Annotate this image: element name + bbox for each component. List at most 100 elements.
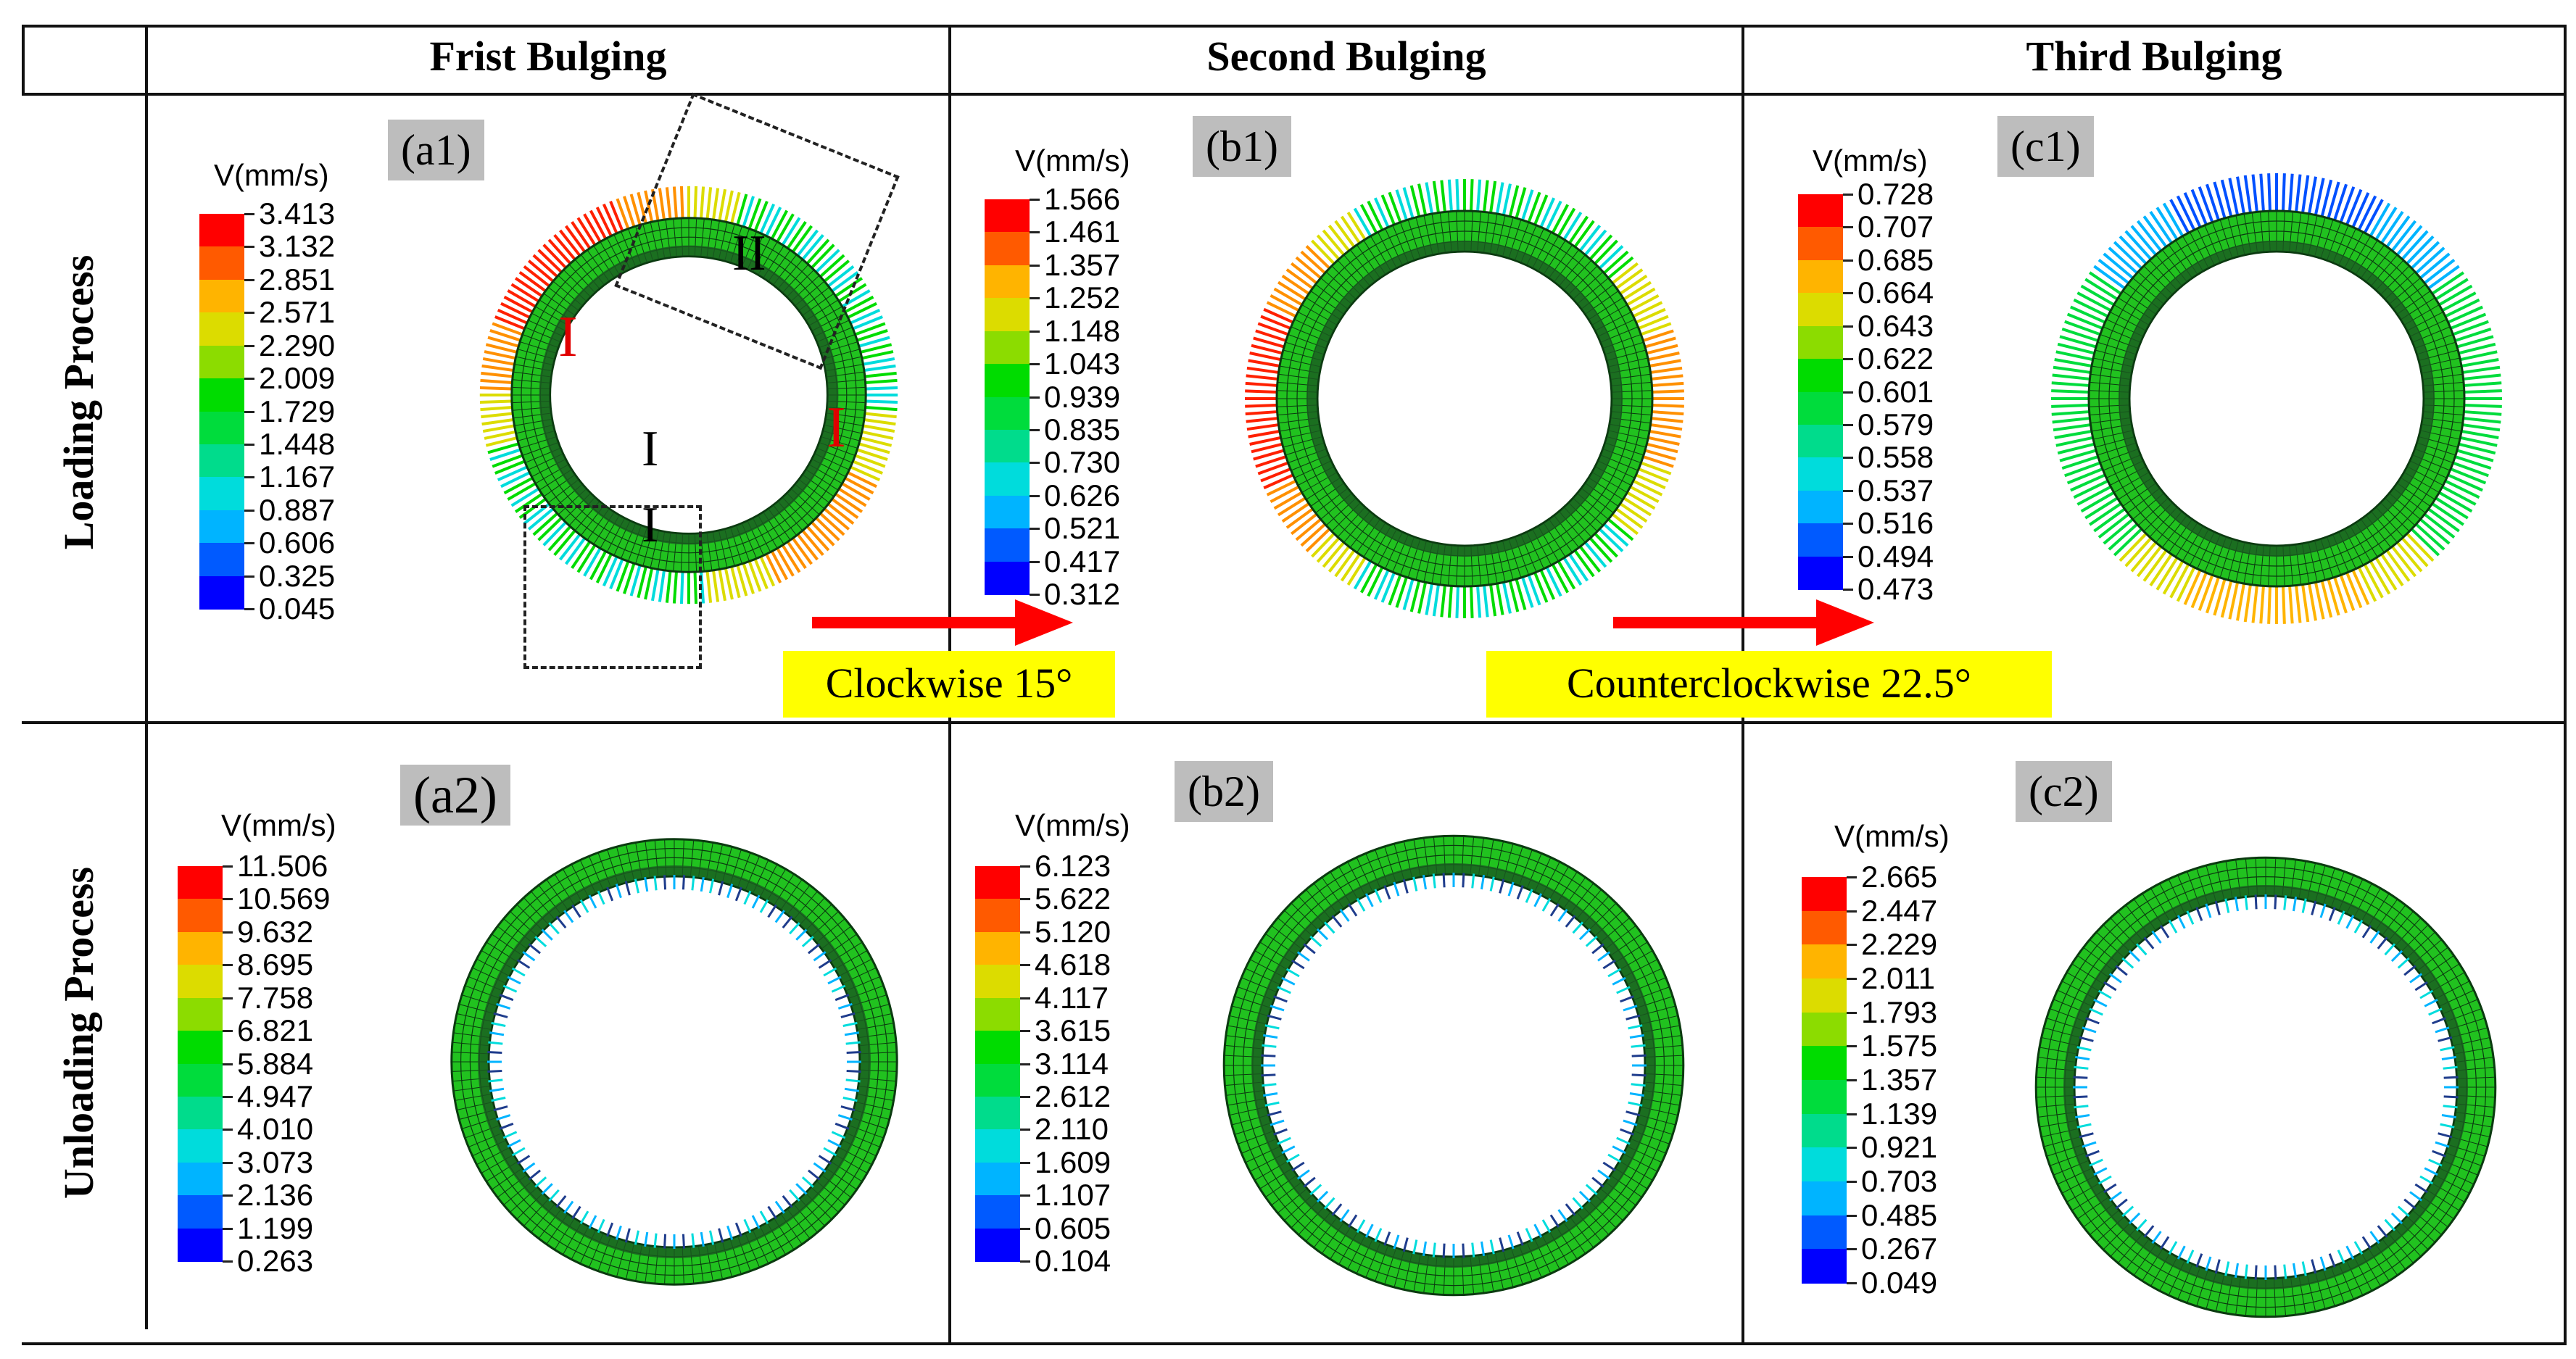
marker-I-center-top: I <box>642 421 659 477</box>
legend-tick-label: 0.521 <box>1044 511 1121 546</box>
arrow-right-2 <box>1613 599 1874 646</box>
column-header-second: Second Bulging <box>1206 33 1486 80</box>
legend-swatch <box>1798 523 1843 557</box>
legend-tick-label: 2.447 <box>1861 893 1938 928</box>
mesh-radials <box>1224 836 1683 1295</box>
legend-tick-label: 0.558 <box>1858 440 1934 475</box>
legend-tick-label: 1.167 <box>259 460 336 494</box>
legend-swatch <box>1798 325 1843 360</box>
legend-swatch <box>985 429 1030 464</box>
arrow-right-1 <box>812 599 1073 646</box>
legend-swatch <box>178 1228 223 1262</box>
panel-tag-b1: (b1) <box>1193 116 1291 177</box>
legend-tick-label: 6.821 <box>237 1013 314 1048</box>
ring-mesh-b2 <box>1222 834 1685 1297</box>
legend-swatch <box>178 1096 223 1131</box>
legend-swatch <box>1802 978 1847 1013</box>
legend-unit-a1: V(mm/s) <box>214 158 329 192</box>
legend-tick <box>1030 494 1040 497</box>
legend-tick-label: 0.887 <box>259 492 336 527</box>
legend-tick-label: 0.267 <box>1861 1231 1938 1266</box>
legend-swatch <box>985 331 1030 365</box>
legend-swatch <box>1798 194 1843 228</box>
velocity-arrows-inner <box>1261 873 1647 1258</box>
legend-swatch <box>1798 227 1843 261</box>
legend-tick <box>1020 997 1030 999</box>
legend-tick <box>1020 1030 1030 1033</box>
legend-tick-label: 0.707 <box>1858 209 1934 244</box>
legend-tick-label: 0.516 <box>1858 506 1934 541</box>
legend-tick <box>1843 523 1853 525</box>
legend-swatch <box>178 1195 223 1229</box>
ring-mesh-b1 <box>1245 179 1684 618</box>
legend-swatch <box>1798 556 1843 590</box>
legend-swatch <box>199 543 244 577</box>
legend-tick <box>223 865 233 868</box>
legend-swatch <box>985 265 1030 299</box>
panel-tag-b2: (b2) <box>1175 761 1273 822</box>
mesh-ring-line <box>2128 250 2425 547</box>
legend-tick <box>1847 1045 1857 1048</box>
legend-tick-label: 3.132 <box>259 229 336 264</box>
legend-tick-label: 10.569 <box>237 881 331 916</box>
row-header-divider <box>145 25 148 1329</box>
legend-tick <box>244 246 254 249</box>
legend-tick-label: 2.612 <box>1035 1079 1111 1113</box>
legend-swatch <box>985 528 1030 562</box>
legend-tick-label: 0.104 <box>1035 1244 1111 1278</box>
legend-swatch <box>1798 259 1843 294</box>
legend-tick-label: 2.290 <box>259 328 336 362</box>
legend-tick-label: 2.009 <box>259 361 336 396</box>
legend-tick-label: 1.139 <box>1861 1096 1938 1131</box>
legend-swatch <box>975 1063 1020 1097</box>
legend-unit-b2: V(mm/s) <box>1015 808 1130 842</box>
mesh-radials <box>2036 857 2496 1317</box>
legend-swatch <box>1798 424 1843 459</box>
legend-tick <box>1843 292 1853 295</box>
legend-tick-label: 0.835 <box>1044 412 1121 446</box>
legend-tick-label: 1.461 <box>1044 215 1121 249</box>
legend-swatch <box>975 899 1020 933</box>
rotation-note-counterclockwise: Counterclockwise 22.5° <box>1486 651 2052 718</box>
legend-swatch <box>199 214 244 248</box>
panel-tag-a2: (a2) <box>400 765 510 826</box>
table-bottom-border <box>22 1342 2567 1345</box>
legend-tick-label: 0.622 <box>1858 341 1934 376</box>
legend-swatch <box>975 1162 1020 1197</box>
mesh-radials <box>451 839 898 1285</box>
legend-tick-label: 8.695 <box>237 947 314 982</box>
legend-swatch <box>985 495 1030 530</box>
velocity-arrows-inner <box>487 875 861 1249</box>
legend-tick <box>1847 1113 1857 1115</box>
legend-tick <box>1030 363 1040 366</box>
legend-tick <box>223 1194 233 1197</box>
legend-tick-label: 0.325 <box>259 558 336 593</box>
marker-I-center-bottom: I <box>642 497 659 553</box>
legend-tick <box>223 1227 233 1230</box>
legend-tick <box>1847 1214 1857 1217</box>
legend-swatch <box>199 444 244 478</box>
legend-tick-label: 0.045 <box>259 591 336 626</box>
legend-swatch <box>985 232 1030 266</box>
legend-swatch <box>975 866 1020 900</box>
legend-tick <box>1030 528 1040 531</box>
legend-tick <box>244 509 254 512</box>
legend-swatch <box>199 510 244 544</box>
legend-tick-label: 1.043 <box>1044 346 1121 381</box>
legend-tick <box>1030 428 1040 431</box>
legend-swatch <box>1802 1181 1847 1216</box>
legend-tick <box>223 1161 233 1164</box>
legend-swatch <box>178 1031 223 1065</box>
legend-tick <box>244 443 254 446</box>
legend-tick-label: 0.626 <box>1044 478 1121 512</box>
legend-tick-label: 1.357 <box>1861 1063 1938 1097</box>
legend-swatch <box>178 866 223 900</box>
legend-tick-label: 1.609 <box>1035 1144 1111 1179</box>
legend-tick-label: 3.073 <box>237 1144 314 1179</box>
legend-unit-a2: V(mm/s) <box>221 808 336 842</box>
legend-swatch <box>199 279 244 314</box>
marker-I-right: I <box>827 396 846 460</box>
legend-tick <box>1843 226 1853 229</box>
legend-tick-label: 1.357 <box>1044 247 1121 282</box>
legend-tick <box>1847 1011 1857 1014</box>
